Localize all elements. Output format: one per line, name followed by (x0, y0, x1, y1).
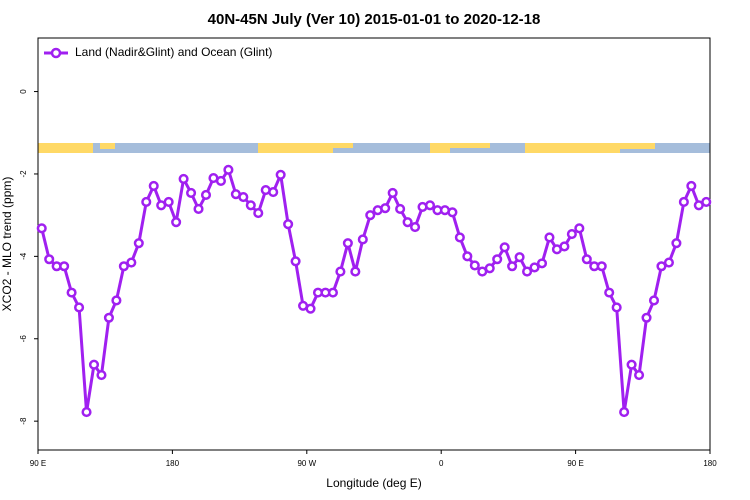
y-tick-label: -6 (19, 335, 28, 343)
data-point (514, 252, 525, 263)
y-tick-label: -4 (19, 252, 28, 260)
data-point (499, 242, 510, 253)
data-point (238, 191, 249, 203)
y-tick-label: -2 (19, 170, 28, 178)
data-point (253, 208, 264, 219)
data-point (163, 196, 174, 208)
data-point (268, 187, 279, 198)
data-point (492, 254, 503, 265)
data-point (74, 302, 85, 313)
data-point (245, 200, 256, 211)
legend-label: Land (Nadir&Glint) and Ocean (Glint) (75, 45, 272, 59)
data-point (350, 266, 361, 277)
data-point (701, 196, 712, 208)
data-point (566, 229, 577, 240)
data-point (81, 407, 92, 418)
data-point (36, 223, 47, 234)
data-point (544, 232, 555, 243)
y-axis-label: XCO2 - MLO trend (ppm) (0, 177, 14, 312)
chart-title: 40N-45N July (Ver 10) 2015-01-01 to 2020… (208, 11, 541, 28)
data-point (581, 254, 592, 265)
data-point (648, 295, 660, 306)
land-ocean-strip (38, 143, 710, 153)
data-point (619, 407, 630, 418)
data-point (604, 287, 615, 298)
data-point (424, 200, 436, 211)
data-point (454, 232, 465, 243)
legend-marker (50, 47, 62, 59)
data-point (126, 257, 137, 268)
data-point (357, 234, 368, 245)
data-point (335, 266, 346, 277)
data-point (641, 312, 652, 323)
data-point (200, 189, 212, 201)
data-point (283, 219, 294, 230)
data-point (186, 187, 197, 198)
data-point (559, 241, 570, 252)
data-point (522, 266, 533, 277)
x-tick-label: 180 (166, 459, 180, 468)
data-point (133, 238, 144, 249)
data-point (171, 217, 182, 228)
data-point (611, 302, 622, 313)
data-point (686, 180, 697, 191)
data-point (380, 203, 391, 214)
plot-frame (37, 37, 711, 451)
legend: Land (Nadir&Glint) and Ocean (Glint) (44, 45, 272, 59)
data-point (410, 222, 421, 233)
data-point (223, 164, 234, 175)
data-point (59, 261, 70, 272)
x-tick-label: 0 (439, 459, 444, 468)
data-point (178, 173, 189, 184)
data-point (529, 262, 540, 273)
data-point (342, 238, 353, 249)
data-point (462, 251, 473, 262)
data-point (44, 254, 55, 265)
data-point (536, 258, 548, 269)
data-point (111, 295, 122, 306)
x-tick-label: 90 W (297, 459, 316, 468)
y-tick-label: -8 (19, 417, 28, 425)
data-point (66, 287, 77, 298)
data-point (402, 217, 413, 228)
data-point (290, 256, 301, 267)
data-point (96, 369, 107, 381)
data-point (469, 260, 480, 271)
data-point (88, 359, 100, 370)
data-point (365, 210, 376, 221)
data-point (507, 261, 518, 272)
x-tick-label: 90 E (567, 459, 583, 468)
data-point (327, 287, 338, 298)
data-point (141, 196, 152, 208)
data-point (395, 203, 406, 215)
data-point (671, 238, 682, 249)
data-point (305, 303, 316, 314)
data-point (447, 207, 458, 218)
x-tick-label: 180 (703, 459, 717, 468)
data-point (148, 180, 159, 191)
data-point (193, 203, 204, 215)
data-point (387, 187, 398, 198)
data-point (118, 261, 129, 272)
data-point (656, 261, 667, 272)
y-tick-label: 0 (19, 89, 28, 94)
data-point (484, 263, 495, 274)
data-point (634, 369, 645, 381)
x-axis-label: Longitude (deg E) (326, 476, 421, 490)
data-point (678, 196, 689, 208)
data-point (103, 312, 114, 323)
data-point (663, 257, 674, 268)
data-point (626, 359, 637, 370)
data-point (596, 261, 607, 272)
data-point (574, 223, 585, 234)
data-point (215, 175, 226, 187)
x-tick-label: 90 E (30, 459, 46, 468)
data-point (275, 169, 286, 180)
